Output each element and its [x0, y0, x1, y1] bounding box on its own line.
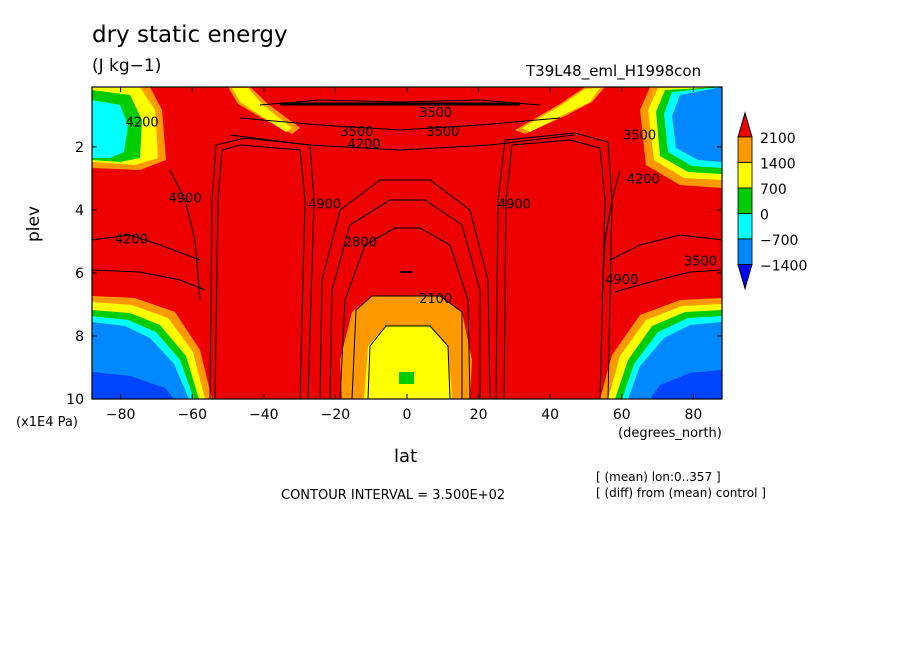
x-tick-label: 80 — [684, 407, 702, 423]
contour-label: 4200 — [347, 138, 380, 153]
colorbar-label: 1400 — [760, 157, 796, 173]
contour-label: 3500 — [426, 125, 459, 140]
colorbar-label: −700 — [760, 233, 798, 249]
colorbar-label: 2100 — [760, 131, 796, 147]
x-tick-label: 20 — [470, 407, 488, 423]
contour-line — [214, 144, 306, 399]
contour-label: 4200 — [627, 172, 660, 187]
chart-units: (J kg−1) — [92, 56, 162, 76]
x-axis-label: lat — [394, 446, 418, 467]
contour-line — [339, 227, 471, 399]
contour-interval: CONTOUR INTERVAL = 3.500E+02 — [281, 488, 506, 503]
contour-line — [367, 325, 451, 399]
x-axis: −80 −60 −40 −20 0 20 40 60 80 — [106, 87, 702, 423]
contour-label: 4900 — [605, 273, 638, 288]
chart-title: dry static energy — [92, 22, 288, 48]
contour-label: 3500 — [623, 128, 656, 143]
contour-line — [351, 295, 463, 399]
contour-line — [92, 269, 206, 291]
colorbar-segment — [737, 213, 753, 240]
contour-line — [503, 139, 606, 399]
contour-line — [209, 137, 315, 399]
contour-label: 2100 — [419, 292, 452, 307]
note-diff: [ (diff) from (mean) control ] — [596, 486, 766, 500]
contour-line — [239, 117, 561, 131]
contour-label: 3500 — [684, 254, 717, 269]
y-tick-label: 2 — [75, 140, 84, 156]
contour-label: 4200 — [126, 116, 159, 131]
colorbar-segment — [737, 136, 753, 163]
contour-fill — [364, 326, 452, 399]
colorbar: 2100 1400 700 0 −700 −1400 — [737, 111, 807, 291]
contour-fill — [650, 370, 722, 399]
contour-line — [229, 134, 576, 151]
contour-label: 3500 — [419, 106, 452, 121]
colorbar-label: −1400 — [760, 259, 807, 275]
y-axis-label: plev — [24, 205, 44, 242]
contour-fill — [92, 372, 174, 399]
colorbar-label: 0 — [760, 208, 769, 224]
colorbar-label: 700 — [760, 182, 787, 198]
contour-line — [329, 199, 481, 399]
y-tick-label: 6 — [75, 266, 84, 282]
contour-label: 4900 — [498, 198, 531, 213]
contour-label: 3500 — [340, 125, 373, 140]
contour-line — [609, 234, 722, 261]
contour-line — [601, 169, 621, 301]
x-tick-label: −20 — [321, 407, 351, 423]
contour-line — [259, 99, 541, 106]
x-tick-label: 40 — [541, 407, 559, 423]
colorbar-segment — [737, 162, 753, 189]
x-tick-label: −40 — [249, 407, 279, 423]
contour-line — [614, 269, 722, 293]
contour-fill — [672, 87, 722, 162]
y-tick-label: 10 — [66, 392, 84, 408]
x-tick-label: −80 — [106, 407, 136, 423]
y-axis: 2 4 6 8 10 — [66, 140, 722, 408]
contour-line — [319, 179, 491, 399]
contour-line-layer — [92, 99, 722, 399]
contour-fill — [399, 372, 414, 384]
contour-label: 4900 — [308, 198, 341, 213]
contour-label: 4900 — [169, 191, 202, 206]
contour-label: 2800 — [344, 235, 377, 250]
contour-label: 4200 — [115, 232, 148, 247]
colorbar-segment — [737, 187, 753, 214]
contour-line — [92, 234, 201, 261]
x-axis-unit: (degrees_north) — [618, 426, 722, 441]
colorbar-segment — [737, 238, 753, 265]
y-axis-unit: (x1E4 Pa) — [16, 415, 78, 430]
contour-line — [169, 169, 201, 301]
contour-fill — [522, 88, 600, 132]
note-mean: [ (mean) lon:0..357 ] — [596, 470, 721, 484]
x-tick-label: 0 — [403, 407, 412, 423]
colorbar-top-arrow — [737, 111, 753, 138]
contour-fill-layer — [92, 87, 722, 399]
contour-labels: 3500350035004200420049004200490028002100… — [115, 106, 717, 307]
run-name: T39L48_eml_H1998con — [526, 62, 702, 80]
y-tick-label: 8 — [75, 329, 84, 345]
contour-fill — [92, 100, 128, 158]
y-tick-label: 4 — [75, 203, 84, 219]
x-tick-label: −60 — [177, 407, 207, 423]
colorbar-bottom-arrow — [737, 264, 753, 291]
x-tick-label: 60 — [613, 407, 631, 423]
